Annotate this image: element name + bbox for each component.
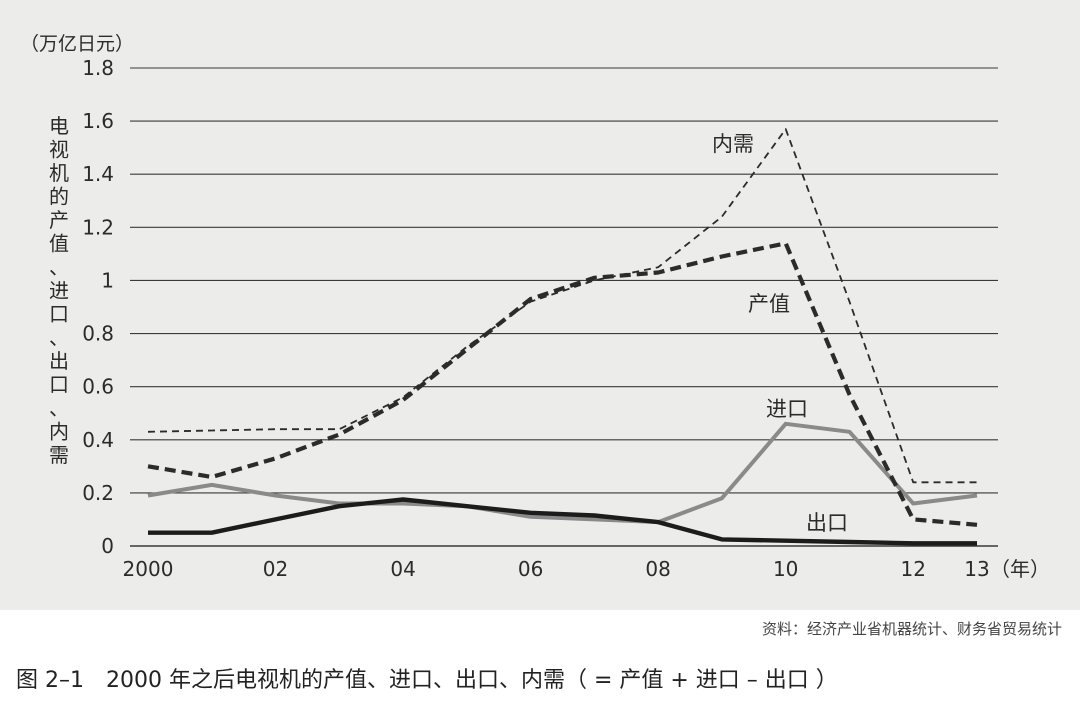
x-tick-label: 13 <box>964 557 989 581</box>
y-tick-label: 1.6 <box>82 109 114 133</box>
y-tick-label: 0.2 <box>82 481 114 505</box>
x-tick-label: 08 <box>645 557 670 581</box>
y-axis-title: 电视机的产值、进口、出口、内需 <box>49 114 69 467</box>
y-axis-title-char: 产 <box>49 208 69 232</box>
series-line-2 <box>147 421 978 525</box>
series-line-0 <box>147 128 977 484</box>
series-label: 内需 <box>712 132 754 156</box>
y-axis-title-char: 需 <box>49 443 69 467</box>
series-label: 产值 <box>748 292 790 316</box>
x-tick-label: 12 <box>901 557 926 581</box>
y-tick-label: 0.8 <box>82 322 114 346</box>
y-tick-label: 0 <box>101 534 114 558</box>
y-axis-title-char: 口 <box>49 373 69 397</box>
y-tick-labels: 0 0.2 0.4 0.6 0.8 1 1.2 1.4 1.6 1.8 <box>82 56 114 558</box>
y-axis-title-char: 口 <box>49 302 69 326</box>
series-line-3 <box>148 497 977 546</box>
y-unit-label: （万亿日元） <box>20 33 134 55</box>
line-chart: 0 0.2 0.4 0.6 0.8 1 1.2 1.4 1.6 1.8 2000 02 04 06 08 1… <box>20 33 1050 581</box>
gridlines <box>130 67 998 547</box>
y-axis-title-char: 值 <box>49 232 69 256</box>
x-tick-label: 06 <box>518 557 543 581</box>
y-tick-label: 0.4 <box>82 428 114 452</box>
series-label: 进口 <box>766 397 808 421</box>
y-axis-title-char: 机 <box>49 161 69 185</box>
x-tick-label: 10 <box>773 557 798 581</box>
x-unit-label: （年） <box>990 557 1050 581</box>
y-tick-label: 1.4 <box>82 162 114 186</box>
x-tick-labels: 2000 02 04 06 08 10 12 13 <box>123 557 990 581</box>
y-axis-title-char: 的 <box>49 185 69 209</box>
series-line-1 <box>147 241 978 527</box>
x-tick-label: 04 <box>390 557 415 581</box>
y-tick-label: 1.2 <box>82 215 114 239</box>
y-tick-label: 1 <box>101 268 114 292</box>
y-axis-title-char: 进 <box>49 279 69 303</box>
y-tick-label: 0.6 <box>82 375 114 399</box>
x-tick-label: 02 <box>263 557 288 581</box>
y-axis-title-char: 、 <box>49 326 69 350</box>
chart-panel: 0 0.2 0.4 0.6 0.8 1 1.2 1.4 1.6 1.8 2000 02 04 06 08 1… <box>0 0 1080 610</box>
y-axis-title-char: 视 <box>49 138 69 162</box>
y-axis-title-char: 、 <box>49 396 69 420</box>
source-note: 资料：经济产业省机器统计、财务省贸易统计 <box>761 620 1062 638</box>
series-lines <box>147 128 978 546</box>
series-label: 出口 <box>806 511 848 535</box>
y-tick-label: 1.8 <box>82 56 114 80</box>
x-tick-label: 2000 <box>123 557 174 581</box>
figure-caption: 图 2–1 2000 年之后电视机的产值、进口、出口、内需（ = 产值 + 进口… <box>16 668 838 693</box>
y-axis-title-char: 内 <box>49 420 69 444</box>
y-axis-title-char: 出 <box>49 349 69 373</box>
y-axis-title-char: 电 <box>49 114 69 138</box>
y-axis-title-char: 、 <box>49 255 69 279</box>
